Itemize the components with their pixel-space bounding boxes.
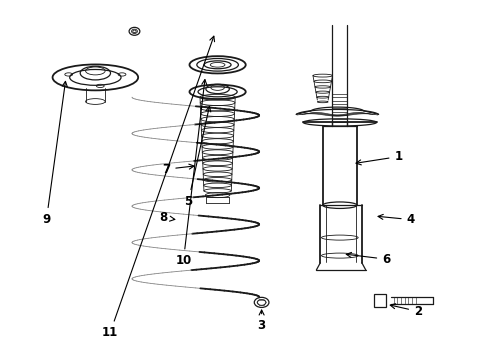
Text: 3: 3 bbox=[257, 310, 265, 332]
Text: 1: 1 bbox=[355, 150, 402, 165]
Text: 4: 4 bbox=[377, 213, 414, 226]
Text: 10: 10 bbox=[175, 80, 206, 267]
Text: 5: 5 bbox=[184, 107, 210, 208]
Text: 11: 11 bbox=[102, 36, 214, 339]
Text: 7: 7 bbox=[162, 163, 194, 176]
Text: 8: 8 bbox=[160, 211, 174, 224]
Bar bbox=[373, 294, 386, 307]
Text: 2: 2 bbox=[389, 304, 421, 318]
Text: 9: 9 bbox=[42, 81, 67, 226]
Text: 6: 6 bbox=[346, 252, 389, 266]
